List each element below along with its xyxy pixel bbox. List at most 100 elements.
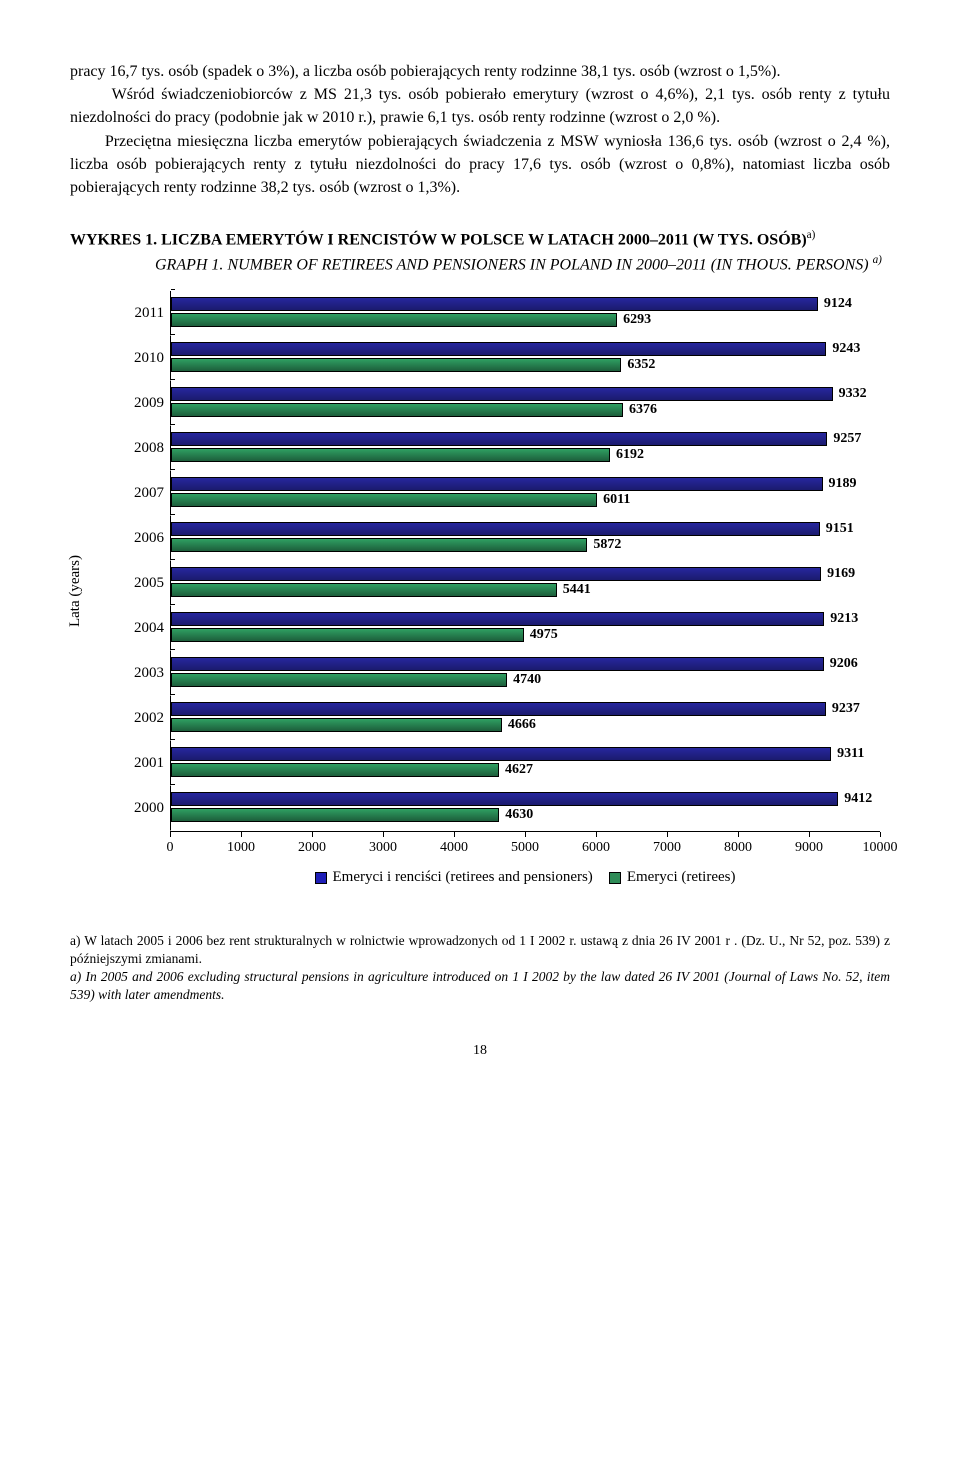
chart-row: 2010 9243 6352 [125, 336, 880, 381]
year-label: 2008 [125, 426, 170, 471]
bar-cell: 9189 6011 [170, 471, 880, 516]
x-tick-label: 0 [167, 838, 174, 858]
bar-value-label: 9257 [833, 432, 861, 446]
bar-value-label: 6293 [623, 313, 651, 327]
bar-value-label: 5872 [593, 538, 621, 552]
year-label: 2001 [125, 741, 170, 786]
bar-value-label: 6011 [603, 493, 630, 507]
footnote-en: a) In 2005 and 2006 excluding structural… [70, 968, 890, 1004]
bar-total [171, 297, 818, 311]
bar-value-label: 4627 [505, 763, 533, 777]
bar-value-label: 4740 [513, 673, 541, 687]
chart-row: 2007 9189 6011 [125, 471, 880, 516]
bar-value-label: 6376 [629, 403, 657, 417]
bar-cell: 9124 6293 [170, 291, 880, 336]
bar-retirees [171, 403, 623, 417]
legend-swatch [315, 872, 327, 884]
x-tick-label: 3000 [369, 838, 397, 858]
bar-cell: 9332 6376 [170, 381, 880, 426]
chart-legend: Emeryci i renciści (retirees and pension… [170, 867, 880, 892]
bar-cell: 9257 6192 [170, 426, 880, 471]
body-paragraph: pracy 16,7 tys. osób (spadek o 3%), a li… [70, 60, 890, 199]
chart-row: 2006 9151 5872 [125, 516, 880, 561]
bar-total [171, 432, 827, 446]
x-tick-label: 9000 [795, 838, 823, 858]
bar-total [171, 612, 824, 626]
bar-cell: 9243 6352 [170, 336, 880, 381]
bar-total [171, 747, 831, 761]
bar-value-label: 9124 [824, 297, 852, 311]
chart-subtitle: NUMBER OF RETIREES AND PENSIONERS IN POL… [227, 256, 872, 273]
bar-total [171, 702, 826, 716]
year-label: 2003 [125, 651, 170, 696]
bar-total [171, 522, 820, 536]
year-label: 2006 [125, 516, 170, 561]
bar-retirees [171, 628, 524, 642]
year-label: 2011 [125, 291, 170, 336]
chart-row: 200094124630 [125, 786, 880, 831]
bar-cell: 9213 4975 [170, 606, 880, 651]
bar-total [171, 792, 838, 806]
bar-value-label: 9243 [832, 342, 860, 356]
bar-retirees [171, 583, 557, 597]
x-tick-label: 7000 [653, 838, 681, 858]
chart-title-prefix: WYKRES 1. [70, 231, 161, 248]
bar-value-label: 9189 [829, 477, 857, 491]
legend-swatch [609, 872, 621, 884]
bar-value-label: 9169 [827, 567, 855, 581]
y-axis-label: Lata (years) [65, 555, 87, 627]
bar-value-label: 9206 [830, 657, 858, 671]
chart-row: 200993326376 [125, 381, 880, 426]
chart-row: 200591695441 [125, 561, 880, 606]
bar-value-label: 4666 [508, 718, 536, 732]
x-tick-label: 4000 [440, 838, 468, 858]
chart-subtitle-sup: a) [873, 254, 882, 266]
bar-retirees [171, 313, 617, 327]
chart-row: 2011 9124 6293 [125, 291, 880, 336]
chart-rows: 2011912462932010924363522009933263762008… [125, 291, 880, 831]
chart-row: 200193114627 [125, 741, 880, 786]
x-tick-label: 10000 [863, 838, 898, 858]
bar-retirees [171, 808, 499, 822]
chart-row: 2008 9257 6192 [125, 426, 880, 471]
bar-cell: 9151 5872 [170, 516, 880, 561]
year-label: 2000 [125, 786, 170, 831]
legend-item: Emeryci (retirees) [609, 867, 736, 889]
year-label: 2002 [125, 696, 170, 741]
bar-retirees [171, 358, 621, 372]
bar-total [171, 657, 824, 671]
bar-cell: 93114627 [170, 741, 880, 786]
bar-value-label: 9213 [830, 612, 858, 626]
bar-retirees [171, 448, 610, 462]
year-label: 2010 [125, 336, 170, 381]
bar-value-label: 6352 [627, 358, 655, 372]
chart-row: 2003 9206 4740 [125, 651, 880, 696]
chart-title: LICZBA EMERYTÓW I RENCISTÓW W POLSCE W L… [161, 231, 807, 248]
bar-value-label: 4630 [505, 808, 533, 822]
bar-value-label: 4975 [530, 628, 558, 642]
bar-total [171, 342, 826, 356]
legend-item: Emeryci i renciści (retirees and pension… [315, 867, 593, 889]
bar-value-label: 6192 [616, 448, 644, 462]
bar-total [171, 567, 821, 581]
year-label: 2007 [125, 471, 170, 516]
bar-total [171, 387, 833, 401]
bar-cell: 94124630 [170, 786, 880, 831]
x-axis: 0100020003000400050006000700080009000100… [170, 831, 880, 855]
chart-title-sup: a) [807, 229, 816, 241]
bar-value-label: 9332 [839, 387, 867, 401]
legend-label: Emeryci i renciści (retirees and pension… [333, 867, 593, 889]
year-label: 2004 [125, 606, 170, 651]
x-tick-label: 6000 [582, 838, 610, 858]
bar-retirees [171, 718, 502, 732]
chart-subtitle-prefix: GRAPH 1. [155, 256, 227, 273]
x-tick-label: 8000 [724, 838, 752, 858]
bar-value-label: 9151 [826, 522, 854, 536]
footnote-pl: a) W latach 2005 i 2006 bez rent struktu… [70, 932, 890, 968]
x-tick-label: 1000 [227, 838, 255, 858]
x-tick-label: 5000 [511, 838, 539, 858]
bar-value-label: 9237 [832, 702, 860, 716]
chart-row: 2004 9213 4975 [125, 606, 880, 651]
bar-value-label: 5441 [563, 583, 591, 597]
chart-heading: WYKRES 1. LICZBA EMERYTÓW I RENCISTÓW W … [70, 227, 890, 276]
